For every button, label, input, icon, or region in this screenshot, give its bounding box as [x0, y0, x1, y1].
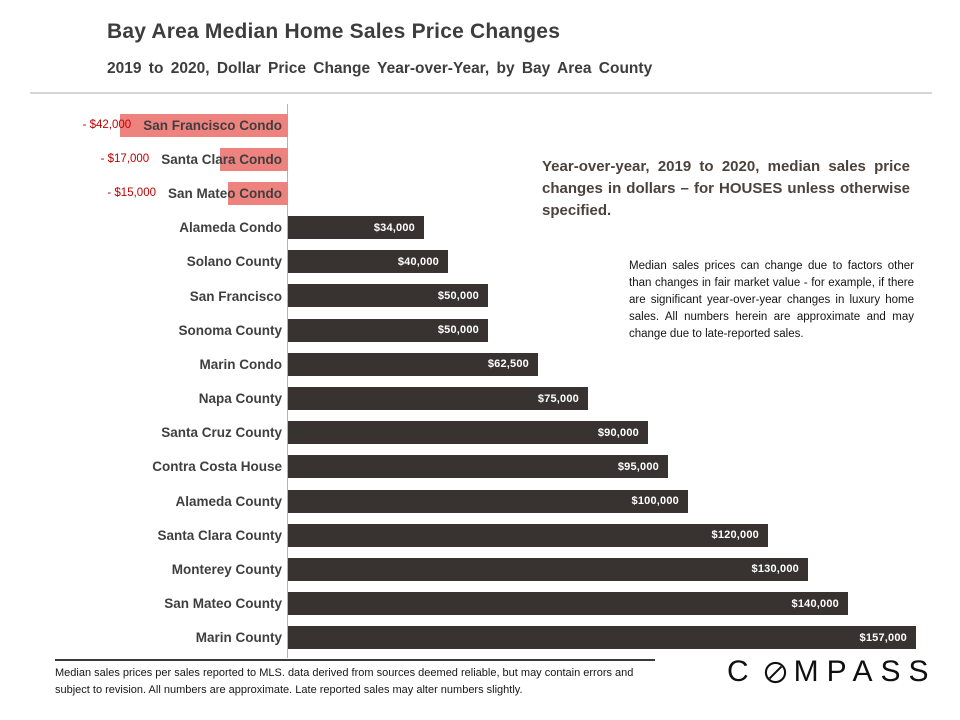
row-label-wrap: - $15,000 San Mateo Condo — [107, 176, 282, 210]
bar: $90,000 — [288, 421, 648, 445]
chart-row: $75,000 Napa County — [0, 382, 960, 416]
bar: $40,000 — [288, 250, 448, 274]
header-divider — [30, 92, 932, 94]
logo-letter-c: C — [727, 655, 757, 688]
category-label: Marin County — [195, 630, 282, 646]
chart-subtitle: 2019 to 2020, Dollar Price Change Year-o… — [107, 60, 653, 77]
bar-value-label: $120,000 — [711, 529, 759, 542]
bar-value-label: $100,000 — [631, 495, 679, 508]
bar — [220, 147, 288, 171]
chart-row: $140,000 San Mateo County — [0, 587, 960, 621]
bar — [120, 113, 288, 137]
logo-letters-rest: MPASS — [793, 655, 937, 688]
category-label: Napa County — [198, 391, 282, 407]
bar: $95,000 — [288, 455, 668, 479]
row-label-wrap: San Francisco — [190, 279, 282, 313]
category-label: Santa Clara Condo — [161, 151, 282, 167]
bar — [228, 181, 288, 205]
category-label: Alameda Condo — [179, 220, 282, 236]
chart-row: $90,000 Santa Cruz County — [0, 416, 960, 450]
chart-rows: - $42,000 San Francisco Condo - $17,000 … — [0, 108, 960, 655]
chart-row: $157,000 Marin County — [0, 621, 960, 655]
bar: $130,000 — [288, 557, 808, 581]
footer-divider — [55, 659, 655, 661]
category-label: Santa Cruz County — [161, 425, 282, 441]
bar-value-label: $130,000 — [751, 563, 799, 576]
bar-value-label: $40,000 — [397, 255, 439, 268]
negative-value-label: - $17,000 — [100, 153, 150, 166]
category-label: San Francisco — [189, 288, 282, 304]
compass-logo: C MPASS — [727, 655, 936, 689]
bar-value-label: $50,000 — [437, 324, 479, 337]
row-label-wrap: Alameda County — [175, 484, 282, 518]
chart-row: $100,000 Alameda County — [0, 484, 960, 518]
bar: $100,000 — [288, 489, 688, 513]
negative-value-label: - $15,000 — [107, 187, 156, 200]
bar-chart: - $42,000 San Francisco Condo - $17,000 … — [0, 104, 960, 658]
row-label-wrap: Marin Condo — [200, 347, 283, 381]
category-label: San Mateo Condo — [168, 185, 282, 201]
annotation-bold: Year-over-year, 2019 to 2020, median sal… — [542, 158, 910, 219]
category-label: Santa Clara County — [157, 527, 282, 543]
annotation-small: Median sales prices can change due to fa… — [629, 260, 914, 341]
category-label: Alameda County — [175, 493, 282, 509]
bar: $75,000 — [288, 387, 588, 410]
category-label: Sonoma County — [178, 322, 283, 338]
chart-row: $50,000 Sonoma County — [0, 313, 960, 347]
logo-o-icon — [764, 661, 786, 683]
row-label-wrap: Contra Costa House — [152, 450, 282, 484]
bar: $157,000 — [288, 626, 916, 650]
row-label-wrap: Santa Clara County — [157, 518, 282, 552]
row-label-wrap: Sonoma County — [179, 313, 283, 347]
bar: $50,000 — [288, 284, 488, 308]
category-label: San Mateo County — [164, 596, 282, 612]
bar: $34,000 — [288, 216, 424, 240]
chart-row: $50,000 San Francisco — [0, 279, 960, 313]
chart-row: $34,000 Alameda Condo — [0, 211, 960, 245]
bar-value-label: $62,500 — [487, 358, 529, 371]
bar-value-label: $90,000 — [597, 426, 639, 439]
bar-value-label: $157,000 — [859, 631, 907, 644]
chart-row: $130,000 Monterey County — [0, 552, 960, 586]
bar-value-label: $95,000 — [617, 460, 659, 473]
row-label-wrap: Solano County — [187, 245, 282, 279]
footer-disclaimer: Median sales prices per sales reported t… — [55, 667, 634, 696]
bar: $140,000 — [288, 592, 848, 616]
row-label-wrap: Santa Cruz County — [161, 416, 282, 450]
row-label-wrap: - $42,000 San Francisco Condo — [83, 108, 282, 142]
chart-row: $120,000 Santa Clara County — [0, 518, 960, 552]
bar: $50,000 — [288, 318, 488, 342]
row-label-wrap: Marin County — [196, 621, 282, 655]
category-label: San Francisco Condo — [143, 117, 282, 133]
bar: $120,000 — [288, 523, 768, 547]
row-label-wrap: Monterey County — [172, 552, 282, 586]
zero-axis-line — [287, 104, 288, 658]
category-label: Contra Costa House — [152, 459, 282, 475]
chart-row: - $17,000 Santa Clara Condo — [0, 142, 960, 176]
chart-row: - $42,000 San Francisco Condo — [0, 108, 960, 142]
row-label-wrap: San Mateo County — [164, 587, 282, 621]
category-label: Marin Condo — [199, 356, 283, 372]
chart-row: $40,000 Solano County — [0, 245, 960, 279]
bar: $62,500 — [288, 352, 538, 376]
negative-value-label: - $42,000 — [82, 119, 132, 132]
chart-row: - $15,000 San Mateo Condo — [0, 176, 960, 210]
bar-value-label: $50,000 — [437, 289, 479, 302]
category-label: Monterey County — [171, 562, 282, 578]
bar-value-label: $140,000 — [791, 597, 839, 610]
bar-value-label: $34,000 — [373, 221, 415, 234]
chart-row: $62,500 Marin Condo — [0, 347, 960, 381]
chart-row: $95,000 Contra Costa House — [0, 450, 960, 484]
row-label-wrap: Alameda Condo — [179, 211, 282, 245]
bar-value-label: $75,000 — [537, 392, 579, 405]
chart-title: Bay Area Median Home Sales Price Changes — [107, 20, 561, 43]
category-label: Solano County — [186, 254, 282, 270]
row-label-wrap: Napa County — [199, 382, 282, 416]
row-label-wrap: - $17,000 Santa Clara Condo — [101, 142, 282, 176]
